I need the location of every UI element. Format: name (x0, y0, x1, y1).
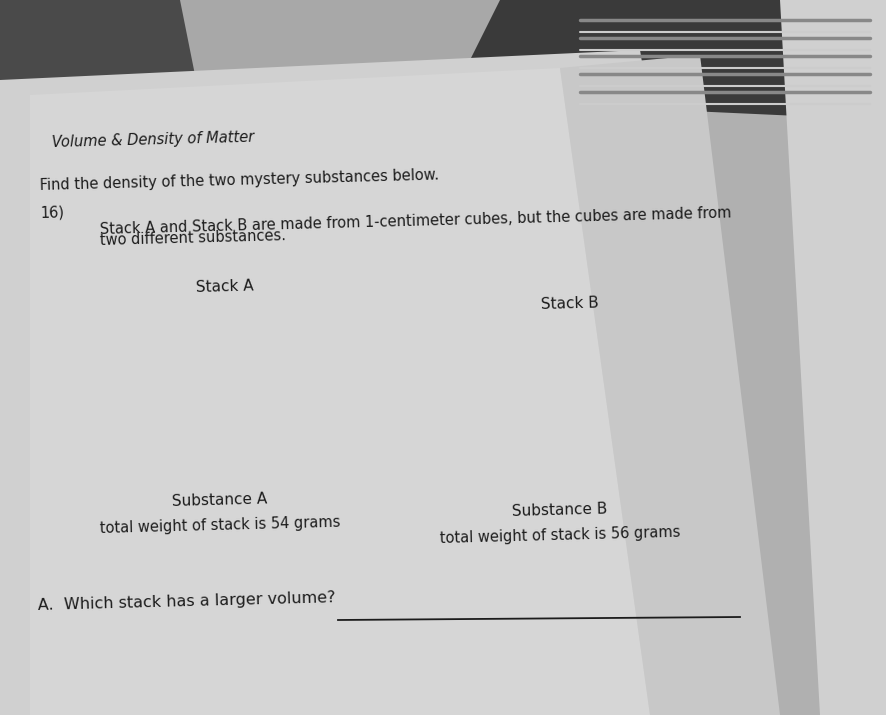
Polygon shape (780, 0, 886, 715)
Text: Stack A: Stack A (196, 278, 254, 295)
Text: Substance A: Substance A (172, 492, 268, 510)
Text: Stack A and Stack B are made from 1-centimeter cubes, but the cubes are made fro: Stack A and Stack B are made from 1-cent… (100, 205, 732, 237)
Text: Substance B: Substance B (512, 502, 608, 520)
Text: A.  Which stack has a larger volume?: A. Which stack has a larger volume? (38, 590, 336, 613)
Polygon shape (560, 55, 780, 715)
Polygon shape (180, 0, 560, 100)
Polygon shape (30, 68, 650, 715)
Text: Find the density of the two mystery substances below.: Find the density of the two mystery subs… (40, 168, 439, 194)
Text: Volume & Density of Matter: Volume & Density of Matter (52, 130, 255, 150)
Text: two different substances.: two different substances. (100, 228, 286, 248)
Polygon shape (450, 0, 886, 120)
Text: total weight of stack is 54 grams: total weight of stack is 54 grams (99, 515, 340, 536)
Text: 16): 16) (40, 205, 65, 221)
Text: Stack B: Stack B (540, 295, 599, 312)
Polygon shape (0, 0, 280, 120)
Text: total weight of stack is 56 grams: total weight of stack is 56 grams (439, 525, 680, 546)
Polygon shape (0, 50, 750, 715)
